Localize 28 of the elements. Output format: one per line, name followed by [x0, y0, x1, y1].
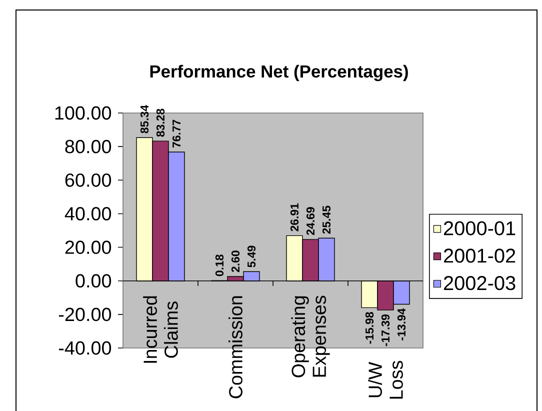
data-label: -17.39	[381, 314, 390, 346]
legend-label: 2001-02	[444, 248, 516, 263]
x-tick-label: Commission	[228, 296, 242, 398]
y-tick-label: 40.00	[64, 207, 112, 220]
chart-title: Performance Net (Percentages)	[150, 64, 408, 82]
data-label: 83.28	[156, 108, 165, 137]
y-tick-label: -40.00	[58, 341, 112, 355]
data-label: 76.77	[172, 120, 181, 148]
data-label: -13.94	[397, 308, 406, 340]
data-label: 5.49	[247, 246, 256, 268]
x-tick-label: Operating Expenses	[291, 296, 330, 378]
legend-label: 2002-03	[444, 276, 516, 290]
data-label: 0.18	[215, 254, 224, 276]
y-tick-label: 0.00	[76, 274, 112, 288]
legend-label: 2000-01	[444, 221, 516, 236]
data-label: 26.91	[290, 203, 299, 232]
y-tick-label: 80.00	[65, 140, 112, 154]
data-label: 24.69	[306, 207, 315, 236]
data-label: 2.60	[231, 250, 240, 272]
data-label: -15.98	[365, 312, 374, 344]
data-label: 85.34	[140, 105, 149, 134]
y-tick-label: 100.00	[55, 106, 112, 120]
y-tick-label: -20.00	[58, 308, 112, 322]
y-tick-label: 20.00	[65, 240, 112, 254]
data-label: 25.45	[322, 206, 331, 234]
x-tick-label: U/W Loss	[368, 360, 403, 399]
x-tick-label: Incurred Claims	[143, 296, 178, 363]
y-tick-label: 60.00	[65, 173, 112, 187]
